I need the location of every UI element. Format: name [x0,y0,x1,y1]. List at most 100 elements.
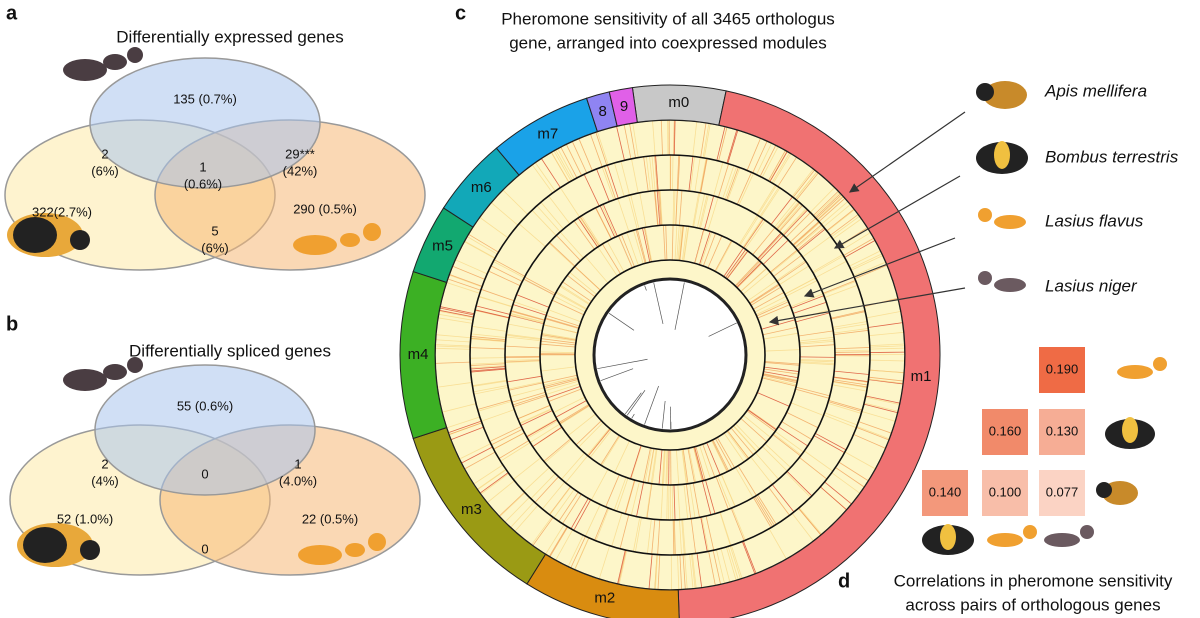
stripe [598,545,611,580]
stripe [435,334,471,339]
stripe [511,391,546,403]
stripe [742,218,764,248]
stripe [762,446,788,472]
stripe [733,425,757,453]
stripe [701,516,709,552]
panel-label: b [6,313,18,335]
stripe [523,278,555,296]
stripe [541,333,577,340]
stripe [707,197,719,231]
stripe [699,194,709,229]
stripe [725,249,747,279]
stripe [476,305,511,315]
stripe [534,162,556,192]
stripe [524,276,556,294]
stripe [493,259,526,277]
stripe [630,481,640,516]
count: 29*** [285,146,315,161]
stripe [776,202,800,230]
stripe [687,448,695,483]
stripe [540,366,576,372]
stripe [447,278,481,291]
stripe [555,292,587,310]
stripe [655,155,659,191]
stripe [551,151,570,183]
stripe [505,360,541,364]
stripe [797,228,826,252]
stripe [560,146,578,179]
stripe [597,246,618,277]
count: (42%) [283,163,318,178]
stripe [764,366,799,372]
stripe [722,165,735,199]
stripe [569,271,597,295]
stripe [540,158,561,188]
stripe [626,232,639,266]
stripe [473,464,504,485]
stripe [618,235,633,268]
stripe [784,277,817,295]
ring-border [574,259,766,451]
insect [978,271,1026,292]
stripe [651,449,658,484]
stripe [777,261,807,282]
stripe [791,513,814,542]
stripe [726,166,739,201]
stripe [742,218,763,248]
stripe [578,422,604,448]
stripe [619,514,630,549]
cell [1039,470,1085,516]
stripe [757,185,777,216]
cell-value: 0.100 [989,484,1022,499]
stripe [553,150,572,182]
stripe [799,336,835,342]
stripe [869,343,905,347]
stripe [556,291,588,310]
module-label: m2 [594,589,615,606]
stripe [713,162,724,196]
stripe [488,270,521,287]
stripe [832,381,868,389]
stripe [470,367,506,372]
stripe [506,333,542,340]
stripe [541,335,577,342]
stripe [692,482,700,518]
stripe [589,429,612,458]
stripe [681,519,685,555]
stripe [682,449,688,484]
stripe [696,193,706,228]
stripe [791,295,825,309]
stripe [544,439,572,463]
stripe [693,192,701,228]
stripe [654,190,659,226]
stripe [565,143,583,176]
stripe [773,433,802,456]
stripe [567,413,596,436]
stripe [679,190,683,226]
stripe [523,467,550,492]
stripe [477,469,507,491]
stripe [799,359,835,362]
stripe [560,284,591,305]
stripe [643,156,649,192]
stripe [779,265,810,286]
stripe [711,440,728,473]
stripe [701,480,712,515]
stripe [738,214,758,245]
count: (6%) [201,240,228,255]
stripe [792,221,820,246]
stripe [518,223,546,248]
stripe [617,550,627,585]
cell [922,470,968,516]
stripe [544,380,579,392]
stripe [691,553,697,589]
stripe [618,550,628,585]
dendrogram-branch [597,358,648,370]
stripe [815,260,847,278]
stripe [727,167,741,201]
stripe [757,232,782,260]
stripe [548,388,582,402]
stripe [455,259,488,275]
insect [63,47,143,81]
stripe [446,282,480,294]
